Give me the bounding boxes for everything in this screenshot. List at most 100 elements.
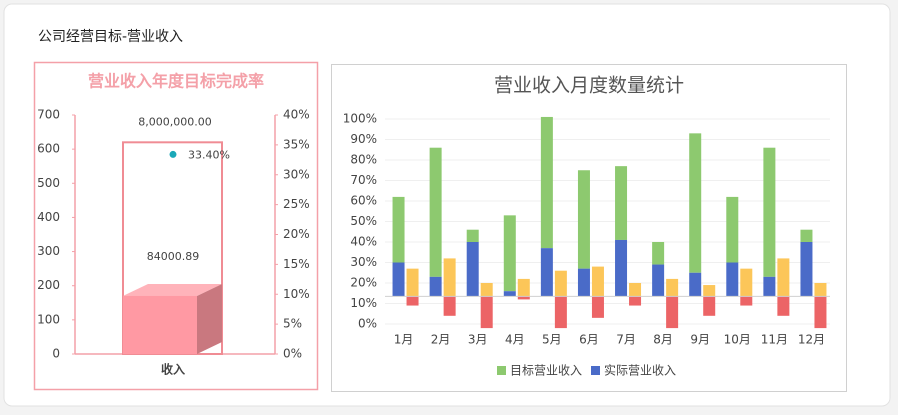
y-tick-label: 100 (37, 312, 60, 326)
data-label: 33.40% (188, 148, 230, 161)
bar (615, 239, 628, 297)
x-tick-label: 5月 (542, 333, 562, 347)
bar (503, 215, 516, 292)
y2-tick-label: 20% (283, 227, 310, 241)
bar (517, 278, 530, 297)
x-tick-label: 2月 (431, 333, 451, 347)
annotation: 84000.89 (147, 250, 200, 263)
bar (666, 296, 679, 329)
bar (763, 276, 776, 297)
y-tick-label: 300 (37, 244, 60, 258)
y-tick-label: 700 (37, 108, 60, 122)
point (169, 150, 177, 158)
x-tick-label: 8月 (653, 333, 673, 347)
chart-title: 营业收入月度数量统计 (494, 75, 684, 97)
bar (800, 229, 813, 242)
bar (406, 296, 419, 306)
y-tick-label: 20% (350, 276, 377, 290)
y-tick-label: 70% (350, 173, 377, 187)
bar (629, 296, 642, 306)
bar (652, 242, 665, 265)
y-tick-label: 60% (350, 194, 377, 208)
legend-label: 实际营业收入 (604, 363, 676, 378)
x-tick-label: 7月 (616, 333, 636, 347)
x-tick-label: 1月 (394, 333, 414, 347)
bar (123, 283, 222, 354)
bar (540, 116, 553, 249)
bar (577, 268, 590, 297)
bar-front (123, 295, 197, 354)
y-tick-label: 600 (37, 142, 60, 156)
y-tick-label: 0 (52, 347, 60, 361)
bar (629, 283, 642, 297)
x-tick-label: 10月 (724, 333, 751, 347)
y-tick-label: 90% (350, 132, 377, 146)
x-tick-label: 6月 (579, 333, 599, 347)
bar (726, 262, 739, 297)
y2-tick-label: 5% (283, 317, 302, 331)
y2-tick-label: 10% (283, 287, 310, 301)
y-tick-label: 40% (350, 235, 377, 249)
x-tick-label: 4月 (505, 333, 525, 347)
y2-tick-label: 15% (283, 257, 310, 271)
y2-tick-label: 0% (283, 347, 302, 361)
bar-side (197, 283, 222, 354)
bar (480, 296, 493, 329)
bar (392, 262, 405, 297)
bar (577, 170, 590, 269)
bar (763, 147, 776, 277)
bar (777, 258, 790, 297)
bar (666, 278, 679, 297)
bar (554, 270, 567, 297)
bar (392, 196, 405, 263)
chart-title: 营业收入年度目标完成率 (88, 72, 264, 91)
y-tick-label: 30% (350, 255, 377, 269)
y-tick-label: 500 (37, 176, 60, 190)
x-tick-label: 12月 (798, 333, 825, 347)
bar (740, 268, 753, 297)
bar (480, 283, 493, 297)
y2-tick-label: 40% (283, 108, 310, 122)
x-tick-label: 9月 (690, 333, 710, 347)
y2-tick-label: 35% (283, 137, 310, 151)
y-tick-label: 80% (350, 153, 377, 167)
bar (429, 147, 442, 277)
legend-swatch (591, 366, 600, 375)
y-tick-label: 200 (37, 278, 60, 292)
bar (689, 133, 702, 273)
legend-label: 目标营业收入 (510, 364, 582, 378)
y-tick-label: 10% (350, 296, 377, 310)
bar (503, 291, 516, 297)
bar (517, 296, 530, 300)
x-tick-label: 3月 (468, 333, 488, 347)
y-tick-label: 400 (37, 210, 60, 224)
bar (554, 296, 567, 329)
bar (406, 268, 419, 297)
bar (429, 276, 442, 297)
y-tick-label: 100% (343, 112, 377, 126)
bar (689, 272, 702, 297)
annotation: 8,000,000.00 (138, 115, 211, 128)
bar (726, 196, 739, 263)
bar (540, 248, 553, 297)
bar (466, 229, 479, 242)
bar-top (123, 283, 222, 296)
bar (615, 166, 628, 240)
bar (591, 296, 604, 318)
bar (777, 296, 790, 316)
bar (652, 264, 665, 297)
bar (814, 296, 827, 329)
x-tick-label: 收入 (161, 362, 185, 377)
bar (703, 296, 716, 316)
y2-tick-label: 30% (283, 167, 310, 181)
bar (814, 283, 827, 297)
page-title: 公司经营目标-营业收入 (38, 29, 183, 45)
bar (740, 296, 753, 306)
y-tick-label: 0% (358, 317, 377, 331)
bar (800, 242, 813, 297)
bar (466, 242, 479, 297)
bar (443, 258, 456, 297)
y-tick-label: 50% (350, 214, 377, 228)
legend-swatch (497, 366, 506, 375)
